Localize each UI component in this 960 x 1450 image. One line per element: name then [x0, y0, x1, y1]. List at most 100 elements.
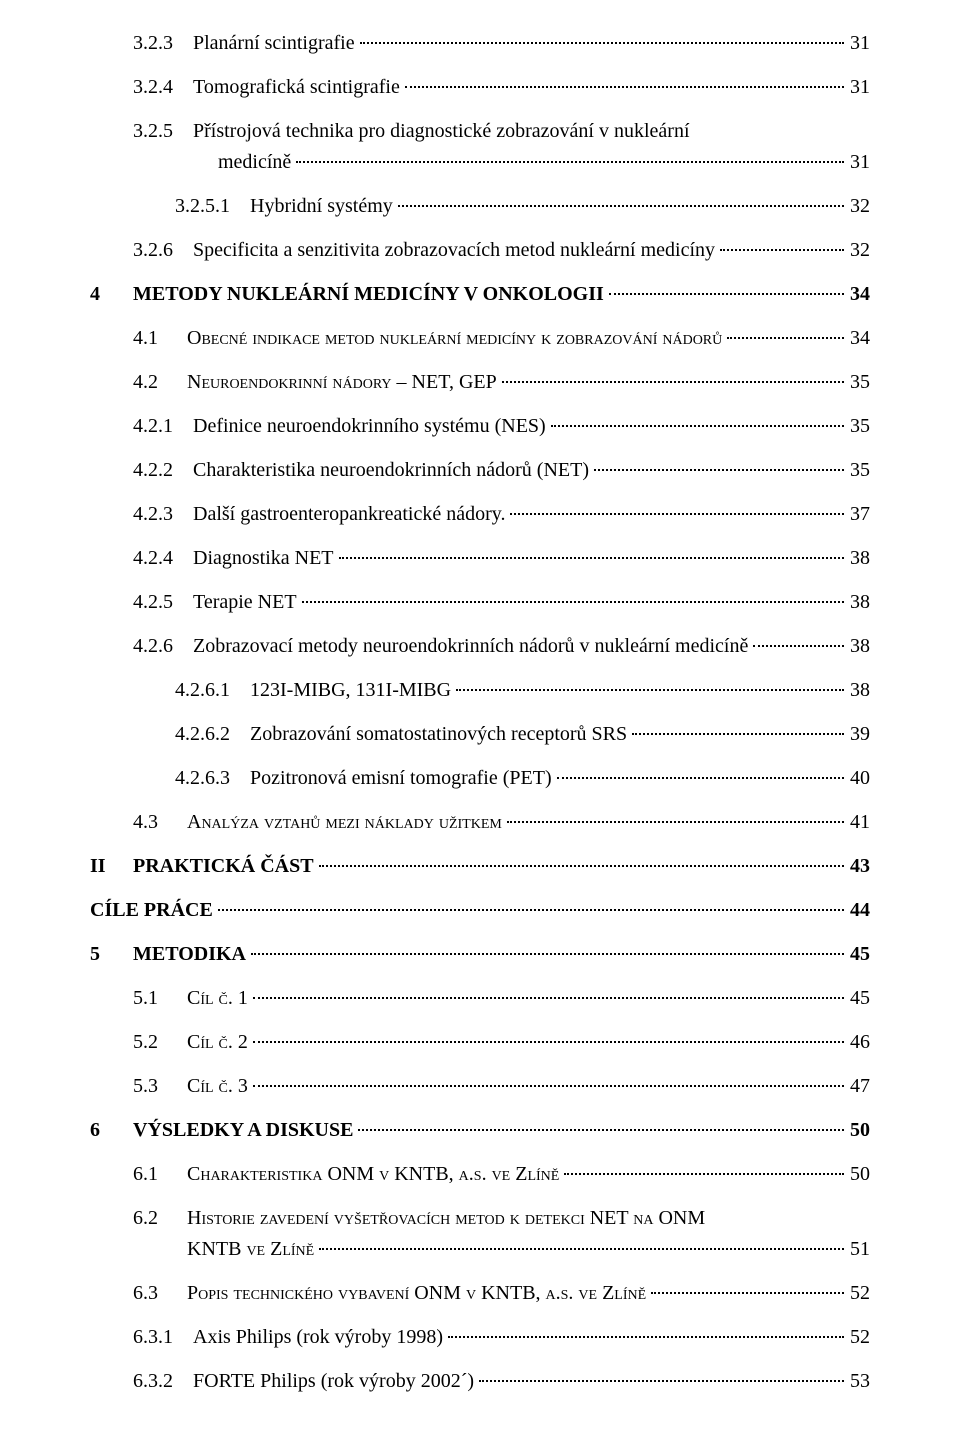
toc-title: Tomografická scintigrafie: [193, 72, 402, 103]
toc-number: 4.2.4: [133, 543, 193, 574]
toc-title: Definice neuroendokrinního systému (NES): [193, 411, 548, 442]
toc-entry: 6.3.1Axis Philips (rok výroby 1998)52: [133, 1322, 870, 1353]
toc-page: 41: [847, 807, 870, 838]
toc-leader: [253, 1040, 844, 1043]
toc-page: 45: [847, 939, 870, 970]
toc-entry: 3.2.4Tomografická scintigrafie31: [133, 72, 870, 103]
toc-page: 43: [847, 851, 870, 882]
toc-entry: 6.3Popis technického vybavení ONM v KNTB…: [133, 1278, 870, 1309]
toc-number: 3.2.4: [133, 72, 193, 103]
toc-title: FORTE Philips (rok výroby 2002´): [193, 1366, 476, 1397]
toc-title: Přístrojová technika pro diagnostické zo…: [193, 116, 692, 147]
toc-number: 4.2.6.3: [175, 763, 250, 794]
toc-number: 3.2.5.1: [175, 191, 250, 222]
toc-entry: 4.2.6.3Pozitronová emisní tomografie (PE…: [175, 763, 870, 794]
toc-title: Cíl č. 1: [187, 983, 250, 1014]
toc-entry: 5.2Cíl č. 246: [133, 1027, 870, 1058]
toc-title: Popis technického vybavení ONM v KNTB, a…: [187, 1278, 648, 1309]
toc-entry: 3.2.5.1Hybridní systémy 32: [175, 191, 870, 222]
toc-leader: [302, 600, 844, 603]
toc-title: Historie zavedení vyšetřovacích metod k …: [187, 1203, 707, 1234]
toc-entry: 6VÝSLEDKY A DISKUSE 50: [90, 1115, 870, 1146]
toc-page: 31: [847, 28, 870, 59]
toc-page: 34: [847, 323, 870, 354]
toc-entry: 4.3Analýza vztahů mezi náklady užitkem 41: [133, 807, 870, 838]
toc-number: 5.2: [133, 1027, 187, 1058]
toc-entry: 4.2.3Další gastroenteropankreatické nádo…: [133, 499, 870, 530]
toc-title-cont: medicíně: [218, 147, 293, 178]
toc-title: Charakteristika neuroendokrinních nádorů…: [193, 455, 591, 486]
toc-number: II: [90, 851, 133, 882]
toc-leader: [253, 1084, 844, 1087]
toc-leader: [296, 160, 844, 163]
toc-number: 4: [90, 279, 133, 310]
toc-entry: 3.2.3Planární scintigrafie31: [133, 28, 870, 59]
toc-entry: 6.2Historie zavedení vyšetřovacích metod…: [133, 1203, 870, 1234]
toc-entry: 5.1Cíl č. 1 45: [133, 983, 870, 1014]
toc-number: 5.3: [133, 1071, 187, 1102]
toc-title: METODY NUKLEÁRNÍ MEDICÍNY V ONKOLOGII: [133, 279, 606, 310]
toc-entry: 4.2.4Diagnostika NET38: [133, 543, 870, 574]
toc-title: Zobrazování somatostatinových receptorů …: [250, 719, 629, 750]
toc-leader: [510, 512, 844, 515]
toc-entry: 4.2Neuroendokrinní nádory – NET, GEP 35: [133, 367, 870, 398]
toc-number: 4.2: [133, 367, 187, 398]
toc-leader: [456, 688, 844, 691]
toc-number: 5.1: [133, 983, 187, 1014]
toc-entry: 4METODY NUKLEÁRNÍ MEDICÍNY V ONKOLOGII 34: [90, 279, 870, 310]
toc-entry: CÍLE PRÁCE 44: [90, 895, 870, 926]
toc-page: 47: [847, 1071, 870, 1102]
toc-leader: [651, 1291, 844, 1294]
toc-leader: [557, 776, 844, 779]
toc-title: Specificita a senzitivita zobrazovacích …: [193, 235, 717, 266]
toc-leader: [609, 292, 844, 295]
toc-title: Analýza vztahů mezi náklady užitkem: [187, 807, 504, 838]
toc-page: 44: [847, 895, 870, 926]
toc-title: Hybridní systémy: [250, 191, 395, 222]
toc-number: 4.3: [133, 807, 187, 838]
toc-title: PRAKTICKÁ ČÁST: [133, 851, 316, 882]
toc-page: 34: [847, 279, 870, 310]
toc-title: Terapie NET: [193, 587, 299, 618]
toc-page: 45: [847, 983, 870, 1014]
toc-title: Zobrazovací metody neuroendokrinních nád…: [193, 631, 750, 662]
toc-number: 4.2.3: [133, 499, 193, 530]
toc-page: 32: [847, 191, 870, 222]
toc-title: CÍLE PRÁCE: [90, 895, 215, 926]
toc-page: 35: [847, 455, 870, 486]
toc-number: 4.2.2: [133, 455, 193, 486]
toc-number: 6.1: [133, 1159, 187, 1190]
toc-leader: [564, 1172, 844, 1175]
toc-page: 50: [847, 1115, 870, 1146]
toc-title: Neuroendokrinní nádory – NET, GEP: [187, 367, 499, 398]
toc-leader: [753, 644, 844, 647]
toc-page: 35: [847, 411, 870, 442]
toc-page: 38: [847, 587, 870, 618]
toc-title: VÝSLEDKY A DISKUSE: [133, 1115, 355, 1146]
toc-entry: IIPRAKTICKÁ ČÁST 43: [90, 851, 870, 882]
toc-number: 6: [90, 1115, 133, 1146]
toc-title: Planární scintigrafie: [193, 28, 357, 59]
toc-title: Další gastroenteropankreatické nádory.: [193, 499, 507, 530]
toc-title: Pozitronová emisní tomografie (PET): [250, 763, 554, 794]
toc-leader: [479, 1379, 844, 1382]
toc-leader: [253, 996, 844, 999]
toc-number: 6.3.1: [133, 1322, 193, 1353]
toc-leader: [251, 952, 844, 955]
toc-page: 32: [847, 235, 870, 266]
toc-title: Cíl č. 3: [187, 1071, 250, 1102]
toc-leader: [727, 336, 844, 339]
toc-leader: [360, 41, 844, 44]
toc-number: 4.2.6.1: [175, 675, 250, 706]
toc-page: 35: [847, 367, 870, 398]
toc-leader: [507, 820, 844, 823]
toc-page: 40: [847, 763, 870, 794]
toc-title: Obecné indikace metod nukleární medicíny…: [187, 323, 724, 354]
toc-page: 52: [847, 1278, 870, 1309]
toc-number: 5: [90, 939, 133, 970]
toc-title: Charakteristika ONM v KNTB, a.s. ve Zlín…: [187, 1159, 561, 1190]
toc-title: METODIKA: [133, 939, 248, 970]
toc-page: 38: [847, 631, 870, 662]
toc-page: 31: [847, 147, 870, 178]
toc-entry: 4.2.2Charakteristika neuroendokrinních n…: [133, 455, 870, 486]
